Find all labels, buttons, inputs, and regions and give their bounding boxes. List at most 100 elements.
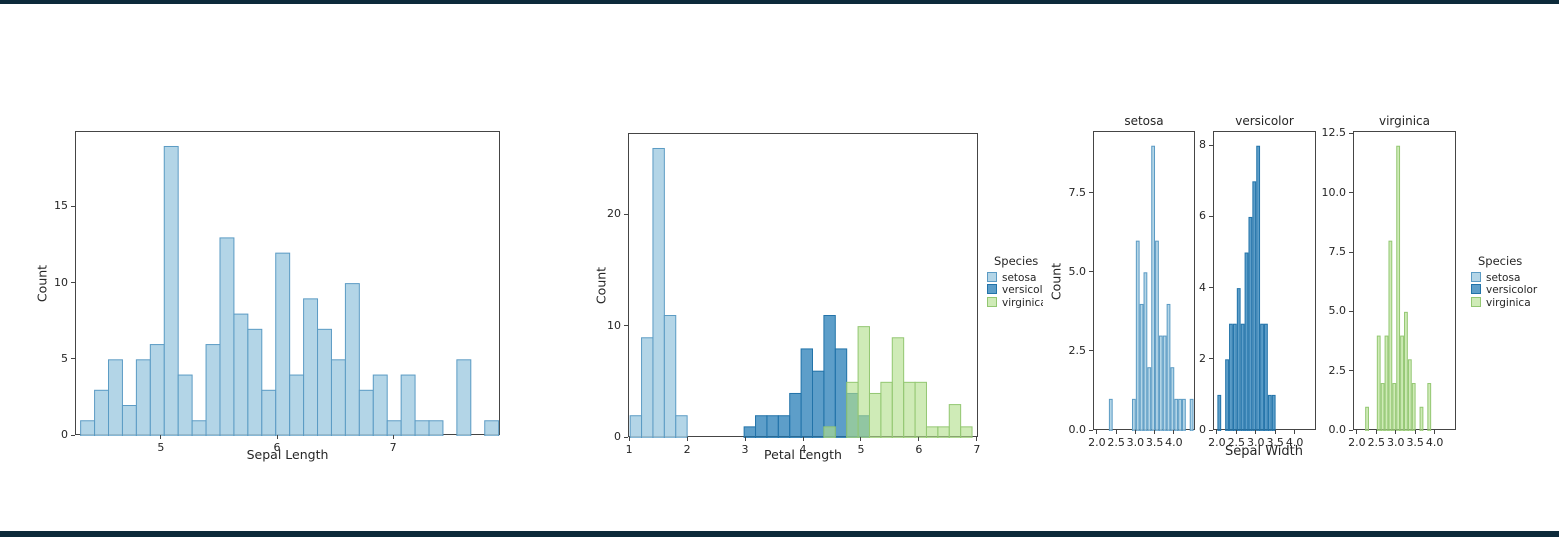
plot-area (1093, 131, 1195, 431)
y-tick-mark (1349, 429, 1353, 431)
histogram-bar (1380, 383, 1385, 431)
histogram-bar (1155, 240, 1159, 431)
x-tick-label: 4.0 (1165, 436, 1183, 449)
x-tick-mark (744, 437, 746, 441)
plot-area (75, 131, 500, 436)
legend-item-virginica: virginica (1470, 296, 1559, 309)
x-tick-mark (1096, 430, 1098, 434)
legend-label: setosa (1002, 272, 1037, 284)
x-tick-mark (1216, 430, 1218, 434)
y-tick-label: 7.5 (1068, 185, 1087, 199)
y-tick-label: 10.0 (1321, 185, 1347, 199)
histogram-bar (428, 420, 444, 436)
y-tick-label: 5 (61, 351, 68, 365)
histogram-bar (1419, 406, 1424, 431)
x-tick-label: 3.5 (1406, 436, 1424, 449)
histogram-bar (108, 359, 123, 436)
y-tick-label: 2.5 (1328, 363, 1347, 377)
y-tick-mark (1349, 251, 1353, 253)
histogram-bar (1264, 323, 1268, 431)
y-tick-mark (1209, 215, 1213, 217)
legend-label: versicolor (1002, 284, 1043, 297)
y-tick-mark (624, 436, 628, 438)
y-tick-label: 15 (54, 199, 68, 213)
histogram-bar (1143, 272, 1148, 431)
x-tick-label: 6 (273, 441, 281, 454)
y-tick-mark (71, 434, 75, 436)
histogram-bar (247, 328, 263, 436)
histogram-bar (1248, 216, 1253, 431)
histogram-bar (177, 374, 193, 436)
y-tick-label: 0 (1199, 423, 1206, 436)
histogram-bar (1407, 359, 1412, 431)
histogram-bar (1232, 323, 1237, 431)
setosa-swatch-icon (987, 272, 997, 282)
histogram-bar (1365, 406, 1369, 431)
y-tick-label: 10 (54, 275, 68, 289)
histogram-bar (275, 252, 291, 436)
x-tick-mark (160, 435, 162, 439)
y-tick-mark (1349, 132, 1353, 134)
y-tick-label: 5.0 (1068, 264, 1087, 278)
x-tick-mark (628, 437, 630, 441)
x-tick-label: 7 (973, 443, 981, 456)
histogram-bar (1388, 240, 1393, 431)
x-tick-label: 2.0 (1348, 436, 1366, 449)
x-tick-mark (686, 437, 688, 441)
y-tick-mark (624, 213, 628, 215)
x-tick-label: 2.5 (1107, 436, 1125, 449)
legend-item-setosa: setosa (986, 272, 1043, 284)
y-tick-mark (1209, 287, 1213, 289)
histogram-bar (1427, 383, 1432, 431)
facet-title-virginica: virginica (1379, 114, 1430, 128)
facet-title-versicolor: versicolor (1235, 114, 1294, 128)
legend-item-versicolor: versicolor (986, 284, 1043, 296)
legend-title: Species (1478, 254, 1523, 268)
histogram-bar (1108, 398, 1113, 431)
legend-title: Species (994, 254, 1039, 268)
species-legend-clipped: Species setosa versicolor virginica (986, 254, 1043, 320)
histogram-bar (1384, 335, 1389, 431)
histogram-bar (1217, 394, 1222, 431)
histogram-bar (1158, 335, 1163, 431)
x-tick-label: 2.5 (1367, 436, 1386, 449)
x-tick-label: 2.5 (1227, 436, 1246, 449)
versicolor-swatch-icon (1471, 284, 1481, 295)
histogram-bar (1166, 303, 1171, 431)
histogram-bar (1135, 240, 1140, 431)
x-axis-label: Sepal Width (1225, 444, 1303, 459)
y-tick-mark (1209, 358, 1213, 360)
virginica-swatch-icon (1471, 296, 1481, 307)
y-tick-label: 12.5 (1321, 126, 1347, 140)
y-tick-label: 5.0 (1328, 304, 1347, 318)
x-tick-label: 4.0 (1425, 436, 1444, 449)
histogram-bar (1260, 323, 1264, 431)
histogram-bar (1151, 145, 1156, 431)
legend-item-setosa: setosa (1470, 272, 1559, 284)
histogram-bar (1400, 335, 1404, 431)
histogram-bar (857, 326, 870, 438)
y-tick-label: 2 (1199, 351, 1206, 365)
histogram-bar (1236, 288, 1241, 431)
x-tick-label: 7 (389, 441, 397, 454)
x-tick-label: 2 (683, 443, 691, 456)
histogram-bar (1244, 252, 1249, 431)
y-tick-label: 6 (1199, 209, 1206, 223)
y-tick-label: 7.5 (1328, 245, 1347, 259)
setosa-swatch-icon (1471, 272, 1481, 282)
y-tick-label: 0.0 (1328, 423, 1347, 436)
legend-item-virginica: virginica (986, 296, 1043, 309)
x-tick-label: 3.5 (1266, 436, 1284, 449)
x-tick-mark (1395, 430, 1397, 434)
x-tick-label: 2.0 (1088, 436, 1106, 449)
x-tick-label: 5 (857, 443, 865, 456)
plot-area (1353, 131, 1456, 431)
y-axis-label: Count (1048, 262, 1064, 301)
plot-area (1213, 131, 1316, 431)
x-tick-label: 3 (741, 443, 749, 456)
histogram-bar (1170, 367, 1175, 431)
histogram-bar (675, 415, 688, 438)
species-legend: Species setosa versicolor virginica (1470, 254, 1559, 309)
